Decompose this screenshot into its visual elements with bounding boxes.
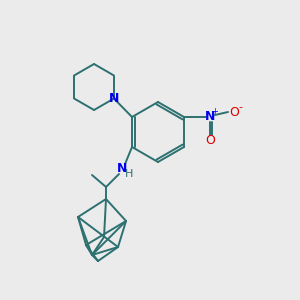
Text: N: N <box>109 92 119 105</box>
Text: O: O <box>205 134 215 148</box>
Text: N: N <box>205 110 215 124</box>
Text: N: N <box>117 163 127 176</box>
Text: -: - <box>238 102 242 112</box>
Text: +: + <box>212 107 218 116</box>
Text: O: O <box>229 106 239 118</box>
Text: H: H <box>125 169 133 179</box>
